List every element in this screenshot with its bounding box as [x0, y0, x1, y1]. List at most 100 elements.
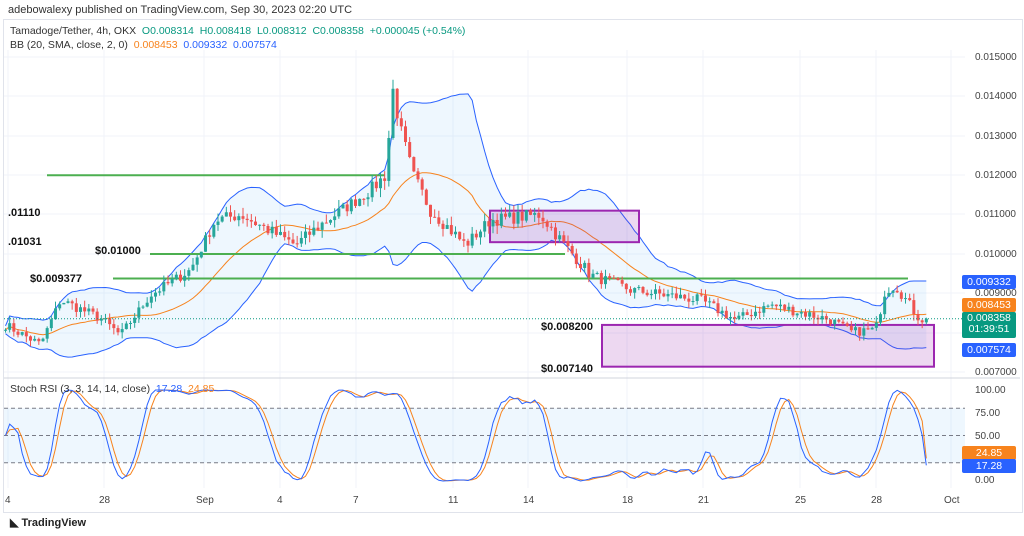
- candle-body: [312, 227, 316, 235]
- candle-body: [49, 319, 53, 329]
- candle-body: [633, 288, 637, 293]
- candle-body: [908, 298, 912, 301]
- candle-body: [612, 278, 616, 280]
- candle-body: [149, 296, 153, 303]
- candle-body: [337, 208, 341, 217]
- candle-body: [166, 281, 170, 284]
- candle-body: [724, 310, 728, 319]
- candle-body: [666, 294, 670, 297]
- candle-body: [579, 264, 582, 268]
- candle-body: [720, 310, 724, 314]
- candle-body: [691, 301, 695, 303]
- chart-frame[interactable]: [3, 19, 1023, 513]
- candle-body: [145, 302, 149, 307]
- candle-body: [362, 198, 366, 200]
- candle-body: [229, 212, 232, 217]
- candle-body: [883, 296, 887, 315]
- candle-body: [841, 321, 845, 324]
- price-tick: 0.007000: [975, 367, 1017, 378]
- candle-body: [516, 211, 520, 224]
- bb-lower-tag: 0.007574: [962, 343, 1016, 357]
- candle-body: [124, 323, 128, 330]
- candle-body: [895, 290, 899, 293]
- bb-lower-line: [5, 239, 927, 358]
- candle-body: [170, 278, 174, 284]
- candle-body: [679, 294, 682, 299]
- close-value: C0.008358: [312, 25, 364, 37]
- candle-body: [749, 314, 753, 317]
- candle-body: [404, 126, 407, 143]
- candle-body: [591, 273, 595, 278]
- bb-upper-tag: 0.009332: [962, 275, 1016, 289]
- candle-body: [545, 221, 549, 227]
- support-resistance-zone: [601, 323, 935, 368]
- level-label: .01110: [8, 207, 41, 219]
- candle-body: [179, 274, 182, 281]
- candle-body: [737, 315, 741, 319]
- candle-body: [454, 231, 457, 235]
- candle-body: [762, 306, 766, 313]
- candle-body: [266, 225, 270, 234]
- candle-body: [208, 235, 212, 237]
- candle-body: [299, 237, 303, 244]
- candle-body: [524, 210, 528, 221]
- candle-body: [370, 181, 374, 198]
- candle-body: [595, 272, 599, 274]
- candle-body: [29, 336, 32, 341]
- candle-body: [399, 118, 403, 127]
- bb-mid-tag: 0.008453: [962, 298, 1016, 312]
- candle-body: [449, 225, 453, 235]
- candle-body: [499, 213, 503, 226]
- tradingview-logo[interactable]: ◣ TradingView: [10, 516, 86, 529]
- stoch-d-tag: 24.85: [962, 446, 1016, 460]
- time-tick: 21: [698, 495, 710, 506]
- candle-body: [512, 212, 516, 224]
- candle-body: [433, 216, 437, 218]
- bb-basis-line: [5, 172, 927, 336]
- candle-body: [416, 171, 420, 180]
- candle-body: [195, 257, 199, 265]
- bb-legend: BB (20, SMA, close, 2, 0) 0.008453 0.009…: [10, 39, 277, 51]
- candle-body: [858, 327, 862, 336]
- candle-body: [24, 332, 28, 337]
- candle-body: [699, 294, 703, 296]
- stoch-legend: Stoch RSI (3, 3, 14, 14, close) 17.28 24…: [10, 383, 214, 395]
- price-tick: 0.012000: [975, 170, 1017, 181]
- candle-body: [766, 305, 770, 307]
- time-tick: Oct: [944, 495, 960, 506]
- stoch-d-value: 24.85: [188, 383, 215, 395]
- candle-body: [741, 312, 745, 316]
- candle-body: [716, 303, 720, 314]
- candle-body: [541, 217, 545, 222]
- candle-body: [674, 293, 678, 299]
- candle-body: [487, 221, 491, 227]
- candle-body: [649, 293, 653, 296]
- candle-body: [33, 338, 37, 341]
- time-tick: 4: [5, 495, 11, 506]
- candle-body: [349, 199, 353, 212]
- candle-body: [16, 331, 20, 335]
- time-tick: 28: [871, 495, 883, 506]
- candle-body: [437, 217, 441, 224]
- candle-body: [808, 312, 812, 317]
- candle-body: [316, 227, 320, 230]
- candle-body: [916, 314, 920, 321]
- candle-body: [74, 303, 78, 312]
- low-value: L0.008312: [256, 25, 307, 37]
- time-tick: 4: [277, 495, 283, 506]
- candle-body: [104, 318, 107, 320]
- rsi-tick: 100.00: [975, 385, 1006, 396]
- candle-body: [91, 308, 95, 312]
- candle-body: [212, 224, 216, 237]
- candle-body: [687, 298, 691, 302]
- candle-body: [191, 264, 195, 271]
- stoch-title: Stoch RSI (3, 3, 14, 14, close): [10, 383, 151, 395]
- candle-body: [87, 308, 91, 312]
- candle-body: [204, 235, 207, 252]
- candle-body: [220, 216, 224, 222]
- level-label: .01031: [8, 236, 42, 248]
- stoch-k-value: 17.28: [155, 383, 183, 395]
- candle-body: [174, 274, 178, 279]
- price-tick: 0.011000: [975, 209, 1016, 220]
